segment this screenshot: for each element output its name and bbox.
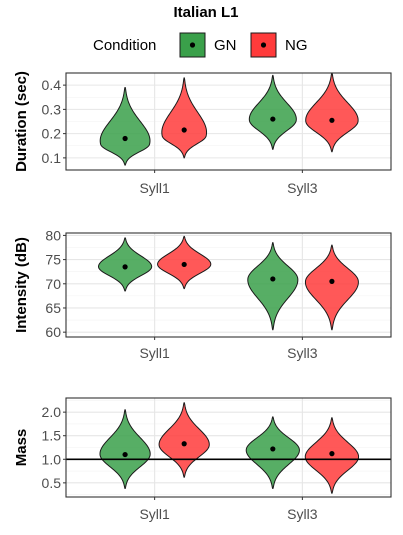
legend-dot-gn: [189, 42, 196, 48]
violin-ng-syll3: [304, 244, 359, 331]
legend-dot-ng: [260, 42, 267, 48]
mean-point-ng-syll1: [181, 441, 187, 447]
x-tick-label: Syll3: [287, 345, 318, 361]
mean-point-gn-syll3: [270, 116, 276, 122]
series-ng: [161, 72, 359, 159]
y-tick-label: 2.0: [42, 404, 62, 420]
series-gn: [99, 74, 297, 166]
mean-point-ng-syll3: [329, 117, 335, 123]
y-axis-label: Mass: [13, 429, 30, 467]
y-tick-label: 80: [45, 227, 61, 243]
mean-point-gn-syll1: [122, 451, 128, 458]
x-tick-label: Syll1: [139, 345, 170, 361]
legend-label-gn: GN: [214, 37, 237, 54]
y-tick-label: 0.5: [42, 475, 62, 491]
y-tick-label: 1.0: [42, 451, 62, 467]
y-tick-label: 0.1: [42, 150, 62, 166]
panel-3: 0.5 1.0 1.5 2.0 Syll1 Syll3 Mass: [13, 397, 392, 522]
x-tick-label: Syll1: [139, 180, 170, 196]
y-tick-label: 70: [45, 276, 61, 292]
x-tick-label: Syll1: [139, 506, 170, 522]
mean-point-gn-syll1: [122, 264, 128, 270]
y-tick-label: 75: [45, 252, 61, 268]
legend-key-gn: [179, 32, 206, 58]
y-tick-label: 0.4: [42, 77, 62, 93]
mean-point-ng-syll3: [329, 278, 335, 284]
panel-border: [65, 232, 392, 338]
series-ng: [157, 235, 359, 331]
y-tick-label: 65: [45, 300, 61, 316]
panel-1: 0.1 0.2 0.3 0.4 Syll1 Syll3 Duration (sec): [13, 71, 392, 196]
mean-point-gn-syll3: [270, 446, 276, 452]
series-gn: [99, 409, 300, 490]
violin-gn-syll3: [248, 74, 297, 150]
y-tick-label: 60: [45, 324, 61, 340]
figure-title: Italian L1: [173, 4, 238, 21]
violin-gn-syll3: [247, 242, 299, 331]
violin-gn-syll3: [245, 416, 300, 490]
x-tick-label: Syll3: [287, 180, 318, 196]
legend-item-gn: GN: [179, 32, 237, 58]
mean-point-ng-syll3: [329, 451, 335, 457]
y-tick-label: 0.2: [42, 126, 62, 142]
mean-point-gn-syll1: [122, 135, 128, 142]
legend-title: Condition: [93, 37, 156, 54]
violin-ng-syll1: [161, 77, 208, 159]
legend-label-ng: NG: [285, 37, 308, 54]
violin-gn-syll1: [99, 409, 151, 490]
y-axis-label: Duration (sec): [13, 71, 30, 172]
legend-item-ng: NG: [250, 32, 308, 58]
mean-point-ng-syll1: [181, 127, 187, 133]
y-axis-label: Intensity (dB): [13, 237, 30, 333]
violin-ng-syll1: [158, 402, 210, 478]
x-tick-label: Syll3: [287, 506, 318, 522]
series-gn: [98, 237, 299, 331]
y-tick-label: 0.3: [42, 101, 62, 117]
y-tick-label: 1.5: [42, 428, 62, 444]
mean-point-ng-syll1: [181, 261, 187, 268]
panel-2: 60 65 70 75 80 Syll1 Syll3 Intensity (dB): [13, 227, 392, 361]
mean-point-gn-syll3: [270, 276, 276, 282]
panel-border: [65, 397, 392, 498]
legend: Condition GN NG: [93, 32, 308, 58]
panel-border: [65, 72, 392, 171]
violin-gn-syll1: [99, 87, 151, 166]
chart-panels: 0.1 0.2 0.3 0.4 Syll1 Syll3 Duration (sec) 60 65…: [13, 71, 392, 522]
